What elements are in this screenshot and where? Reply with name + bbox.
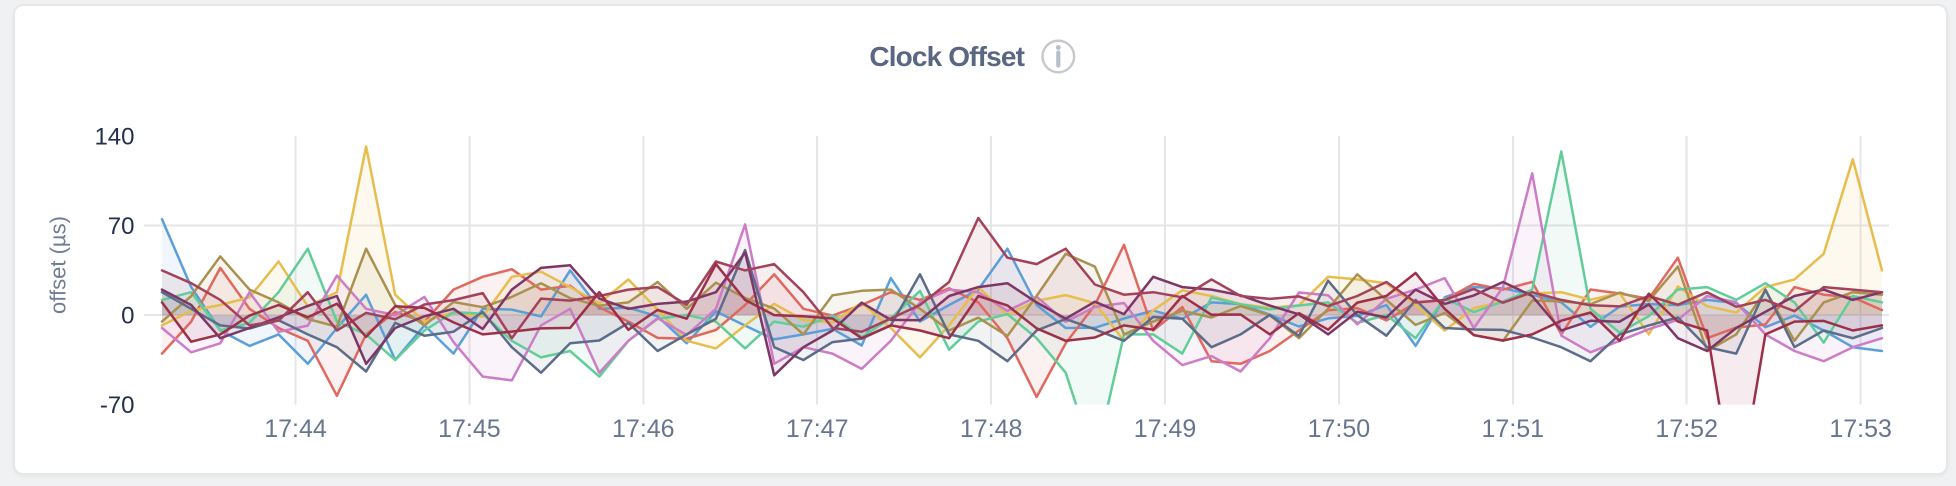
svg-text:17:45: 17:45 [438,415,501,443]
svg-text:17:47: 17:47 [786,415,849,443]
svg-text:17:46: 17:46 [612,415,675,443]
svg-text:17:48: 17:48 [960,415,1023,443]
svg-text:-70: -70 [100,392,135,419]
svg-text:17:52: 17:52 [1655,415,1718,443]
svg-text:17:51: 17:51 [1482,415,1545,443]
svg-text:17:44: 17:44 [264,415,327,443]
svg-text:140: 140 [94,123,134,150]
svg-text:17:50: 17:50 [1308,415,1371,443]
svg-text:0: 0 [121,302,134,329]
svg-text:Clock Offset: Clock Offset [869,41,1024,72]
svg-text:17:49: 17:49 [1134,415,1197,443]
svg-text:70: 70 [108,213,135,240]
svg-text:17:53: 17:53 [1829,415,1892,443]
svg-text:offset (µs): offset (µs) [46,216,71,314]
